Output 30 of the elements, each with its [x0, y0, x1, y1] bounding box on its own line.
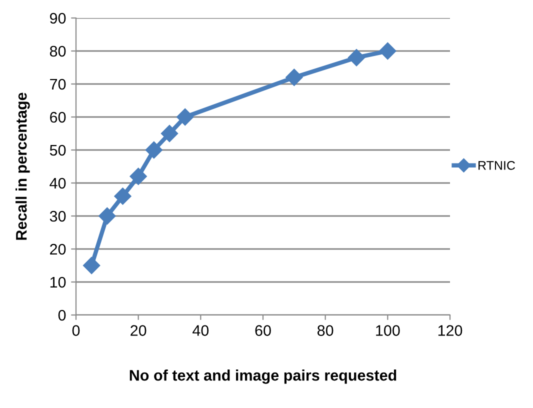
y-tick-label: 10	[50, 276, 66, 288]
point	[145, 141, 162, 159]
y-tick-label: 70	[50, 78, 66, 90]
x-tick-label: 60	[255, 325, 271, 336]
x-tick-label: 100	[376, 325, 400, 336]
x-tick-label: 40	[192, 325, 209, 336]
point	[286, 68, 303, 86]
point	[83, 256, 100, 274]
y-tick-label: 90	[50, 12, 66, 24]
legend-label: RTNIC	[478, 161, 515, 170]
x-tick-label: 80	[318, 325, 334, 336]
point	[348, 49, 366, 66]
x-tick-label: 0	[72, 325, 80, 336]
y-tick-label: 30	[50, 210, 66, 222]
point	[130, 168, 147, 185]
point	[98, 207, 116, 225]
point	[114, 188, 132, 205]
x-axis-title: No of text and image pairs requested	[130, 370, 396, 384]
y-tick-label: 20	[50, 244, 66, 255]
y-tick-label: 40	[50, 178, 66, 189]
x-tick-label: 120	[438, 325, 462, 336]
y-axis-title: Recall in percentage	[16, 92, 30, 240]
x-tick-label: 20	[130, 325, 146, 336]
point	[160, 124, 178, 142]
point	[379, 42, 396, 60]
y-tick-label: 80	[50, 46, 66, 57]
point	[176, 108, 194, 126]
y-tick-label: 50	[50, 144, 66, 156]
y-tick-label: 60	[50, 112, 66, 123]
y-tick-label: 0	[58, 310, 66, 321]
